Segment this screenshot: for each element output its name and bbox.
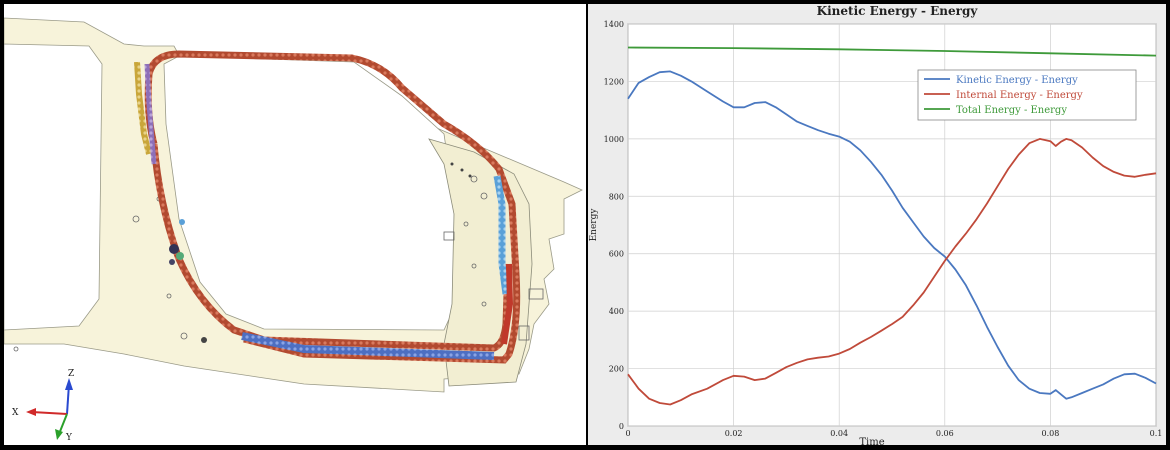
door-ring-purple bbox=[144, 63, 157, 165]
chart-title: Kinetic Energy - Energy bbox=[817, 4, 979, 18]
x-tick-label: 0.08 bbox=[1041, 429, 1059, 438]
y-axis-label: Y bbox=[65, 433, 73, 443]
legend-label: Total Energy - Energy bbox=[956, 105, 1067, 116]
y-tick-label: 800 bbox=[609, 192, 624, 201]
x-axis-ticks: 0 0.02 0.04 0.06 0.08 0.1 bbox=[625, 429, 1162, 438]
x-tick-label: 0.1 bbox=[1150, 429, 1163, 438]
z-axis-label: Z bbox=[68, 369, 74, 379]
fe-model-viewport: Z X Y bbox=[4, 4, 586, 445]
y-tick-label: 400 bbox=[609, 307, 624, 316]
series-line-2 bbox=[627, 138, 1157, 406]
legend-label: Kinetic Energy - Energy bbox=[956, 75, 1078, 86]
legend-box bbox=[917, 69, 1137, 121]
y-tick-label: 1400 bbox=[604, 20, 624, 29]
window-opening-left bbox=[4, 43, 103, 331]
door-ring-model: Z X Y bbox=[4, 17, 583, 443]
y-axis-line bbox=[58, 413, 68, 435]
y-tick-label: 0 bbox=[619, 422, 624, 431]
x-axis-label: X bbox=[12, 408, 19, 418]
x-tick-label: 0.06 bbox=[936, 429, 954, 438]
series-line-3 bbox=[627, 46, 1157, 57]
y-axis-ticks: 0 200 400 600 800 1000 1200 1400 bbox=[604, 20, 624, 431]
x-tick-label: 0.02 bbox=[725, 429, 743, 438]
energy-line-chart: Kinetic Energy - Energy 0 200 400 600 800 100… bbox=[588, 4, 1166, 445]
hinge-cluster bbox=[169, 219, 185, 265]
series-line-1 bbox=[627, 70, 1157, 400]
chart-legend: Kinetic Energy - Energy Internal Energy -… bbox=[917, 69, 1137, 121]
x-axis-title: Time bbox=[859, 437, 884, 445]
y-axis-arrow bbox=[55, 429, 63, 440]
door-ring-outer-red bbox=[145, 50, 521, 364]
x-axis-arrow bbox=[26, 408, 36, 416]
x-tick-label: 0 bbox=[625, 429, 630, 438]
y-tick-label: 600 bbox=[609, 250, 624, 259]
door-ring-yellow bbox=[134, 61, 152, 155]
z-axis-arrow bbox=[65, 378, 73, 390]
legend-label: Internal Energy - Energy bbox=[956, 90, 1083, 101]
y-tick-label: 1200 bbox=[604, 77, 624, 86]
door-ring-blue bbox=[241, 332, 495, 360]
x-tick-label: 0.04 bbox=[830, 429, 848, 438]
door-ring-cyan bbox=[493, 175, 510, 295]
energy-chart-panel: Kinetic Energy - Energy 0 200 400 600 800 100… bbox=[588, 4, 1166, 445]
y-tick-label: 1000 bbox=[604, 135, 624, 144]
y-tick-label: 200 bbox=[609, 365, 624, 374]
series-lines bbox=[627, 46, 1157, 406]
axis-triad: Z X Y bbox=[12, 369, 74, 443]
door-ring-red-segment bbox=[501, 263, 514, 345]
x-axis-line bbox=[31, 411, 68, 415]
fastener-marks bbox=[201, 162, 472, 343]
y-axis-title: Energy bbox=[589, 208, 599, 242]
